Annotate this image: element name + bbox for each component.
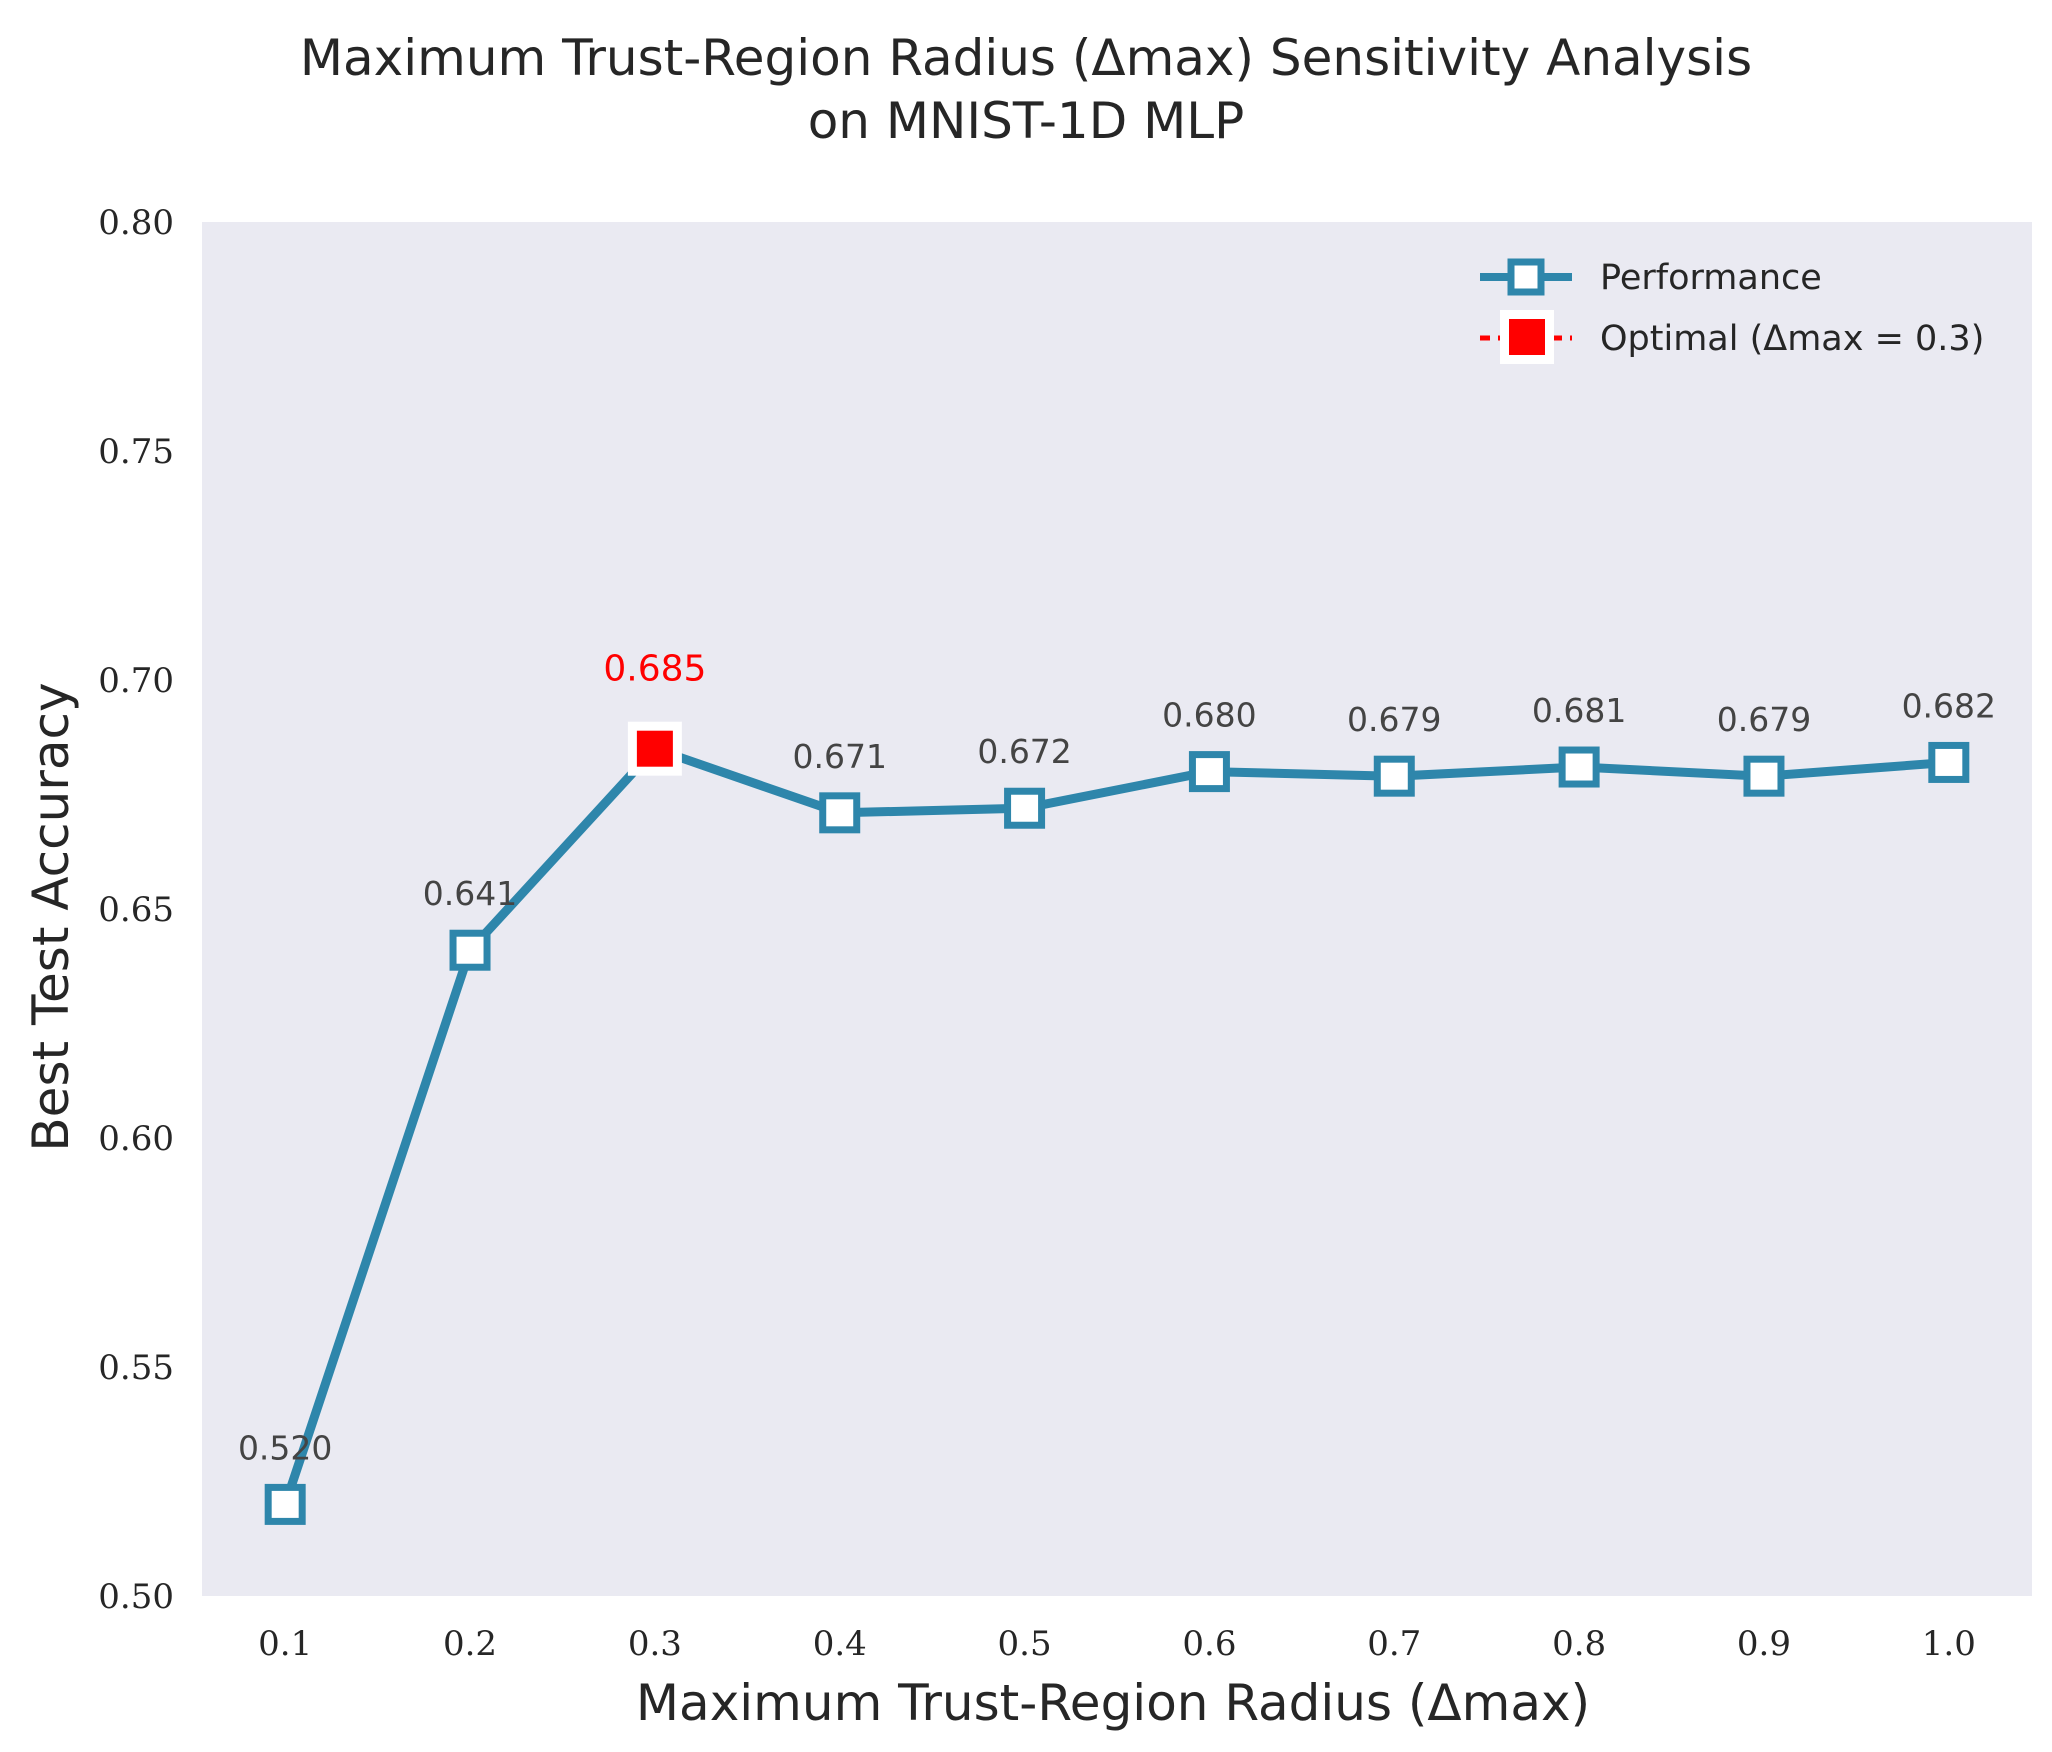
x-tick-label: 0.4	[813, 1624, 867, 1664]
performance-marker	[819, 792, 861, 834]
y-tick-label: 0.65	[98, 890, 174, 930]
x-axis-label: Maximum Trust-Region Radius (Δmax)	[636, 1674, 1590, 1732]
y-axis-ticks: 0.50 0.55 0.60 0.65 0.70 0.75 0.80	[98, 203, 174, 1617]
data-label: 0.679	[1717, 700, 1811, 739]
data-label: 0.641	[423, 874, 517, 913]
chart-title-line2: on MNIST-1D MLP	[808, 92, 1245, 150]
x-tick-label: 0.2	[443, 1624, 497, 1664]
performance-marker	[1743, 755, 1785, 797]
performance-marker	[1373, 755, 1415, 797]
performance-marker	[1928, 741, 1970, 783]
y-tick-label: 0.80	[98, 203, 174, 243]
data-label: 0.520	[238, 1428, 332, 1467]
legend-optimal-marker	[1509, 319, 1545, 355]
performance-marker	[449, 929, 491, 971]
optimal-marker	[636, 730, 673, 767]
y-tick-label: 0.75	[98, 432, 174, 472]
y-tick-label: 0.55	[98, 1348, 174, 1388]
x-axis-ticks: 0.1 0.2 0.3 0.4 0.5 0.6 0.7 0.8 0.9 1.0	[258, 1624, 1976, 1664]
x-tick-label: 0.6	[1182, 1624, 1236, 1664]
x-tick-label: 1.0	[1922, 1624, 1976, 1664]
data-label: 0.671	[792, 737, 886, 776]
legend: Performance Optimal (Δmax = 0.3)	[1480, 258, 1984, 364]
performance-markers	[264, 721, 1970, 1525]
y-tick-label: 0.70	[98, 661, 174, 701]
x-tick-label: 0.9	[1737, 1624, 1791, 1664]
x-tick-label: 0.5	[998, 1624, 1052, 1664]
performance-marker	[1188, 751, 1230, 793]
performance-series-line	[280, 744, 1950, 1506]
x-tick-label: 0.1	[258, 1624, 312, 1664]
data-label: 0.672	[977, 732, 1071, 771]
data-label: 0.679	[1347, 700, 1441, 739]
legend-performance-label: Performance	[1600, 258, 1822, 298]
data-label: 0.680	[1162, 696, 1256, 735]
data-labels: 0.520 0.641 0.685 0.671 0.672 0.680 0.679 0.681…	[238, 649, 1996, 1468]
y-tick-label: 0.60	[98, 1119, 174, 1159]
performance-marker	[1558, 746, 1600, 788]
x-tick-label: 0.3	[628, 1624, 682, 1664]
x-tick-label: 0.7	[1367, 1624, 1421, 1664]
performance-marker	[1004, 787, 1046, 829]
data-label: 0.682	[1902, 686, 1996, 725]
y-tick-label: 0.50	[98, 1577, 174, 1617]
x-tick-label: 0.8	[1552, 1624, 1606, 1664]
data-label: 0.681	[1532, 691, 1626, 730]
legend-performance-marker	[1507, 258, 1545, 296]
y-axis-label: Best Test Accuracy	[22, 682, 80, 1151]
chart-title-line1: Maximum Trust-Region Radius (Δmax) Sensi…	[300, 29, 1752, 87]
performance-marker	[264, 1483, 306, 1525]
optimal-data-label: 0.685	[603, 649, 706, 690]
legend-optimal-label: Optimal (Δmax = 0.3)	[1600, 319, 1984, 359]
